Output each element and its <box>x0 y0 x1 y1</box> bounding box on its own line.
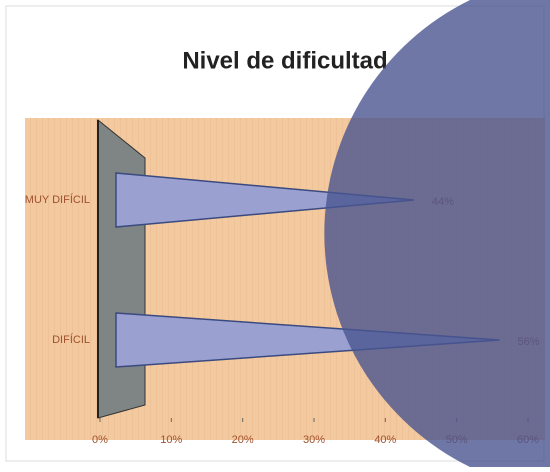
x-tick-label: 30% <box>303 434 325 446</box>
y-tick-label: DIFÍCIL <box>52 333 90 346</box>
x-tick-label: 40% <box>374 434 396 446</box>
back-wall <box>97 118 146 419</box>
bar <box>115 172 414 228</box>
x-tick-label: 10% <box>160 434 182 446</box>
chart-title: Nivel de dificultad <box>182 47 387 74</box>
x-tick-label: 0% <box>92 434 108 446</box>
x-tick-label: 20% <box>232 434 254 446</box>
bar <box>115 312 500 368</box>
y-tick-label: MUY DIFÍCIL <box>25 193 90 206</box>
decorative-circle <box>324 0 550 467</box>
